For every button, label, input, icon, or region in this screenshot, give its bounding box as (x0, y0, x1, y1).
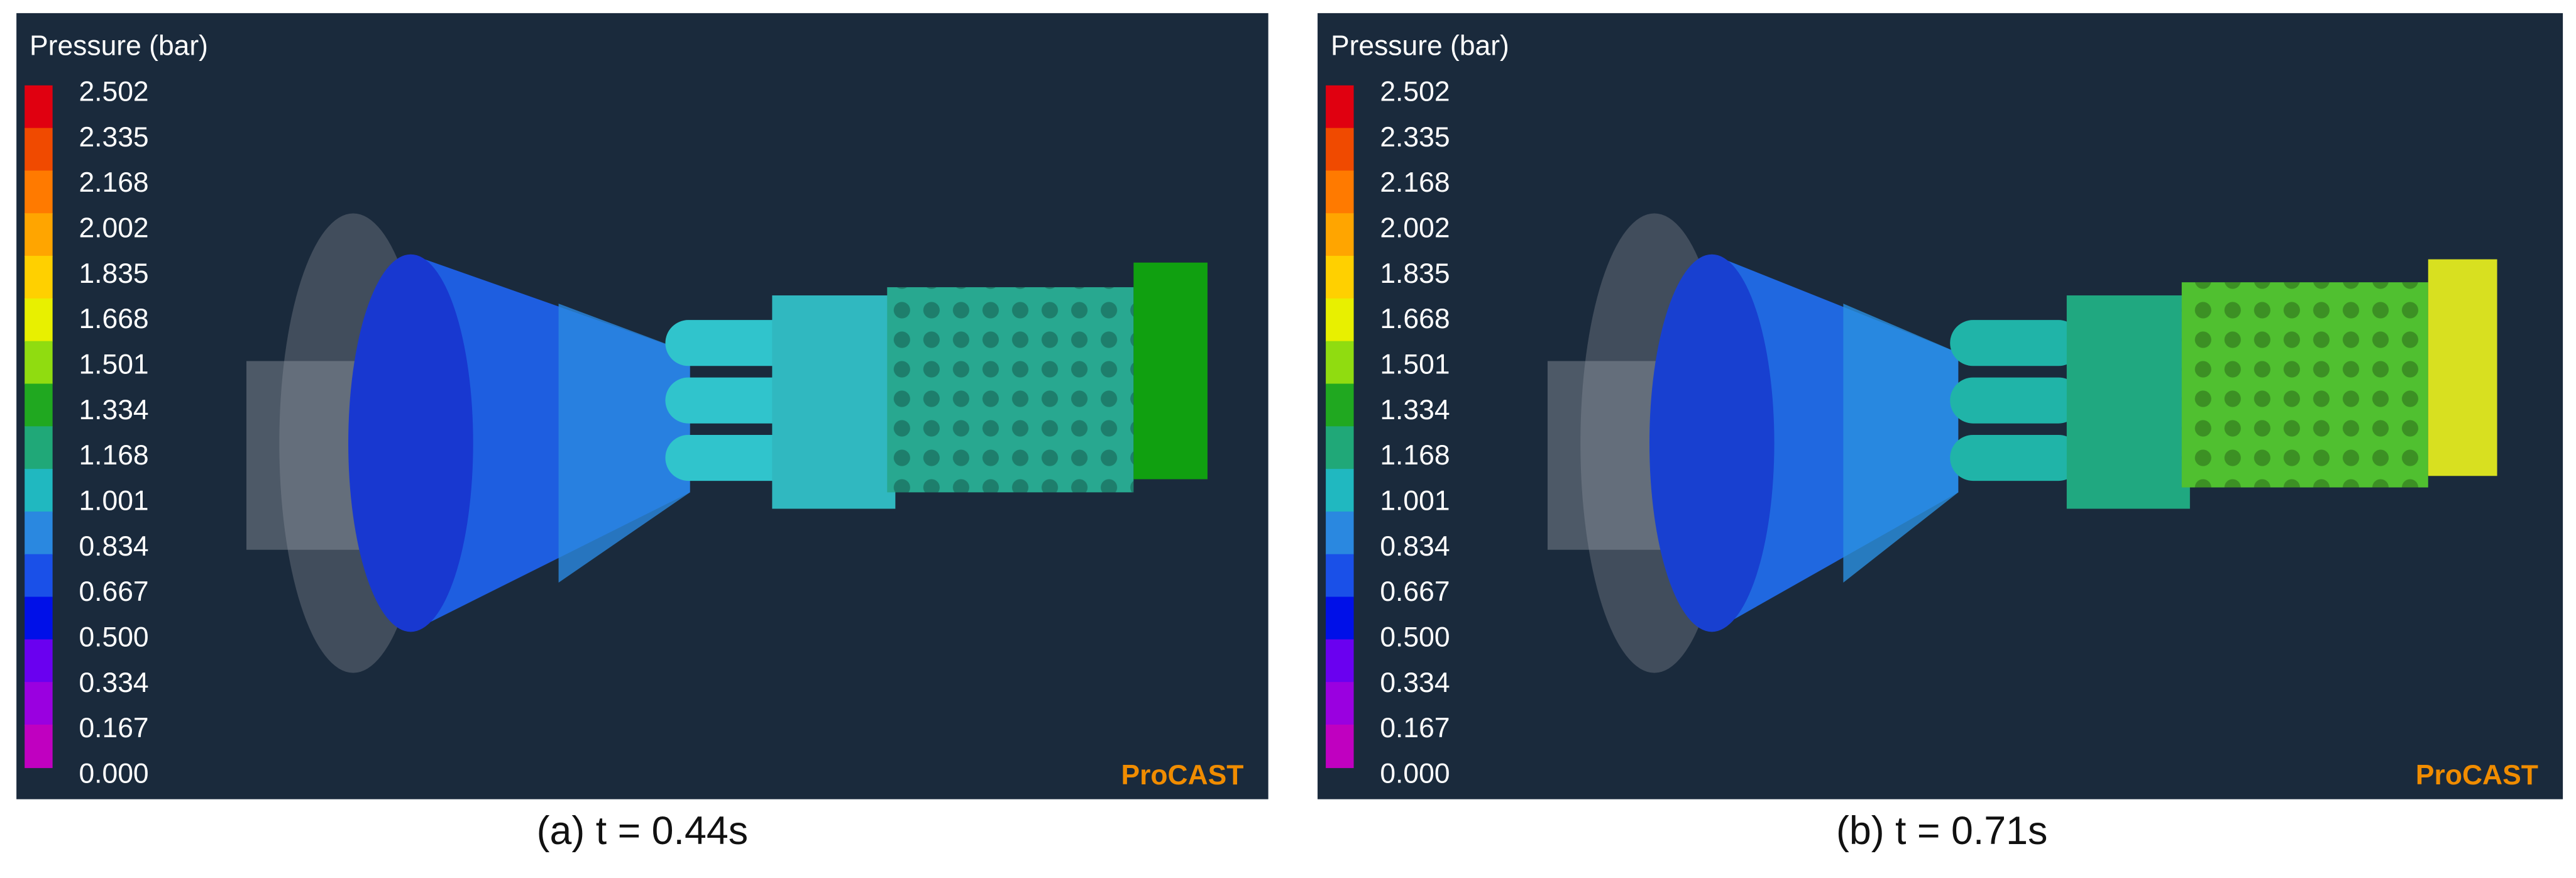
legend-label: 0.834 (1380, 531, 1450, 562)
legend-label: 1.835 (1380, 258, 1450, 289)
legend-swatch (1326, 469, 1354, 513)
legend-title: Pressure (bar) (1331, 30, 1509, 61)
legend-swatch (25, 256, 53, 300)
legend-swatch (25, 682, 53, 726)
legend-label: 1.001 (79, 486, 148, 517)
legend-label: 2.502 (1380, 77, 1450, 107)
legend-swatch (1326, 298, 1354, 342)
sprue-stub (1547, 361, 1663, 550)
legend-swatch (1326, 128, 1354, 172)
legend-label: 2.168 (79, 167, 148, 198)
legend-label: 2.502 (79, 77, 148, 107)
filter-cells (887, 287, 1134, 493)
runner (665, 320, 797, 366)
end-block (1133, 262, 1208, 480)
legend-label: 1.668 (79, 304, 148, 334)
legend-label: 0.000 (79, 759, 148, 789)
melt-front (1649, 254, 1775, 632)
legend-label: 1.168 (79, 440, 148, 471)
legend-label: 1.501 (1380, 349, 1450, 380)
end-block (2428, 259, 2497, 476)
legend-swatch (1326, 341, 1354, 385)
legend-title: Pressure (bar) (30, 30, 208, 61)
legend-swatch (1326, 639, 1354, 683)
brand: ProCAST (1121, 760, 1243, 791)
legend-label: 0.334 (1380, 667, 1450, 698)
legend-swatch (25, 511, 53, 556)
filter-cells (2181, 282, 2428, 488)
legend-label: 2.335 (1380, 122, 1450, 153)
legend-swatch (25, 128, 53, 172)
legend-swatch (1326, 383, 1354, 427)
legend-swatch (25, 383, 53, 427)
legend-swatch (25, 170, 53, 214)
legend-swatch (25, 554, 53, 598)
runner (665, 377, 797, 424)
legend-swatch (25, 596, 53, 640)
runner (1950, 320, 2082, 366)
legend-swatch (1326, 426, 1354, 470)
legend-label: 0.667 (79, 576, 148, 607)
legend-swatch (25, 298, 53, 342)
caption: (b) t = 0.71s (1836, 809, 2047, 853)
sprue-stub (246, 361, 361, 550)
panel: Pressure (bar) 2.502 2.335 2.168 2.002 1.835 1… (1318, 13, 2563, 799)
legend-swatch (1326, 596, 1354, 640)
runner (665, 434, 797, 481)
brand: ProCAST (2416, 760, 2538, 791)
legend-label: 1.001 (1380, 486, 1450, 517)
legend-swatch (25, 469, 53, 513)
legend-swatch (25, 724, 53, 769)
legend-swatch (25, 213, 53, 257)
legend-swatch (25, 639, 53, 683)
legend-label: 2.002 (79, 213, 148, 244)
legend-label: 2.002 (1380, 213, 1450, 244)
legend-label: 1.501 (79, 349, 148, 380)
legend-swatch (1326, 256, 1354, 300)
legend-swatch (1326, 554, 1354, 598)
legend-label: 0.334 (79, 667, 148, 698)
legend-swatch (1326, 213, 1354, 257)
runner (1950, 377, 2082, 424)
legend-label: 0.000 (1380, 759, 1450, 789)
legend-swatch (1326, 682, 1354, 726)
legend-label: 0.167 (1380, 713, 1450, 744)
legend-swatch (1326, 724, 1354, 769)
runner (1950, 434, 2082, 481)
legend-swatch (1326, 170, 1354, 214)
cone-front (1843, 304, 1959, 583)
block (2066, 295, 2190, 509)
panel: Pressure (bar) 2.502 2.335 2.168 2.002 1.835 1… (16, 13, 1269, 799)
melt-front (348, 254, 473, 632)
legend-swatch (1326, 85, 1354, 129)
legend-label: 2.168 (1380, 167, 1450, 198)
legend-label: 0.834 (79, 531, 148, 562)
legend-label: 0.167 (79, 713, 148, 744)
legend-label: 0.500 (79, 622, 148, 653)
caption: (a) t = 0.44s (537, 809, 748, 853)
legend-label: 1.334 (1380, 395, 1450, 425)
block (772, 295, 896, 509)
legend-label: 0.500 (1380, 622, 1450, 653)
legend-swatch (25, 341, 53, 385)
legend-label: 2.335 (79, 122, 148, 153)
legend-label: 1.835 (79, 258, 148, 289)
legend-swatch (1326, 511, 1354, 556)
cone-front (558, 304, 690, 583)
legend-label: 1.334 (79, 395, 148, 425)
legend-swatch (25, 85, 53, 129)
legend-label: 0.667 (1380, 576, 1450, 607)
legend-swatch (25, 426, 53, 470)
legend-label: 1.668 (1380, 304, 1450, 334)
legend-label: 1.168 (1380, 440, 1450, 471)
